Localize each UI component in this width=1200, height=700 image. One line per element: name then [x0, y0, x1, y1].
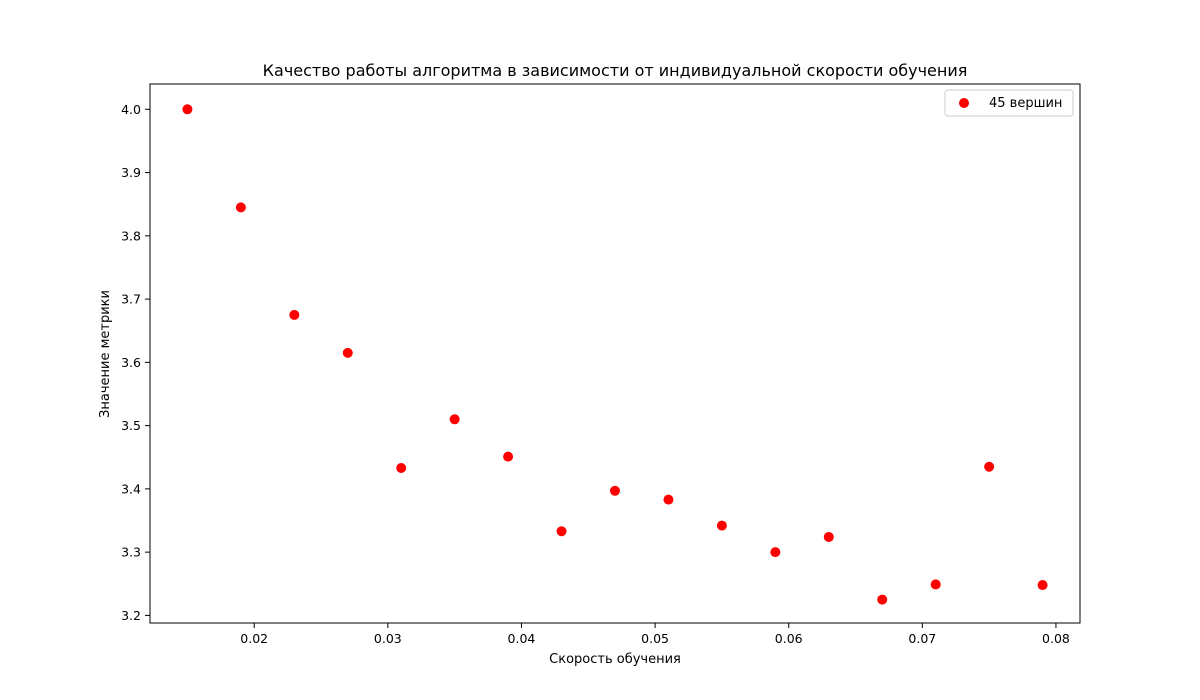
- data-point: [503, 451, 514, 462]
- data-point: [663, 494, 674, 505]
- y-tick-label: 3.6: [121, 355, 141, 370]
- data-point: [449, 414, 460, 425]
- x-axis: 0.02 0.03 0.04 0.05 0.06 0.07 0.08: [240, 623, 1070, 646]
- legend-box: [944, 89, 1074, 117]
- x-tick-label: 0.05: [641, 631, 669, 646]
- y-tick-label: 3.3: [121, 545, 141, 560]
- x-tick-label: 0.06: [775, 631, 803, 646]
- data-point: [289, 309, 300, 320]
- data-point: [823, 531, 834, 542]
- legend-marker: [959, 98, 969, 108]
- data-point: [984, 461, 995, 472]
- x-tick-label: 0.02: [240, 631, 268, 646]
- y-axis: 3.2 3.3 3.4 3.5 3.6 3.7 3.8 3.9 4.0: [121, 102, 150, 623]
- y-axis-label: Значение метрики: [98, 290, 113, 418]
- data-point: [877, 594, 888, 605]
- data-point: [182, 104, 193, 115]
- legend-label: 45 вершин: [989, 96, 1062, 111]
- legend: 45 вершин: [944, 89, 1074, 117]
- data-point: [716, 520, 727, 531]
- y-tick-label: 3.5: [121, 418, 141, 433]
- y-tick-label: 3.2: [121, 608, 141, 623]
- data-point: [342, 347, 353, 358]
- data-point: [770, 547, 781, 558]
- y-tick-label: 3.9: [121, 165, 141, 180]
- x-tick-label: 0.04: [508, 631, 536, 646]
- data-point: [235, 202, 246, 213]
- data-point: [1037, 580, 1048, 591]
- plot-area: [149, 83, 1081, 624]
- data-point: [396, 463, 407, 474]
- y-tick-label: 3.8: [121, 228, 141, 243]
- data-point: [930, 579, 941, 590]
- y-tick-label: 3.7: [121, 292, 141, 307]
- x-tick-label: 0.08: [1042, 631, 1070, 646]
- x-tick-label: 0.03: [374, 631, 402, 646]
- data-point: [610, 485, 620, 496]
- data-points: [182, 104, 1048, 605]
- chart-title: Качество работы алгоритма в зависимости …: [263, 61, 968, 80]
- data-point: [556, 526, 567, 537]
- x-axis-label: Скорость обучения: [549, 652, 681, 667]
- y-tick-label: 3.4: [121, 481, 141, 496]
- x-tick-label: 0.07: [908, 631, 936, 646]
- y-tick-label: 4.0: [121, 102, 141, 117]
